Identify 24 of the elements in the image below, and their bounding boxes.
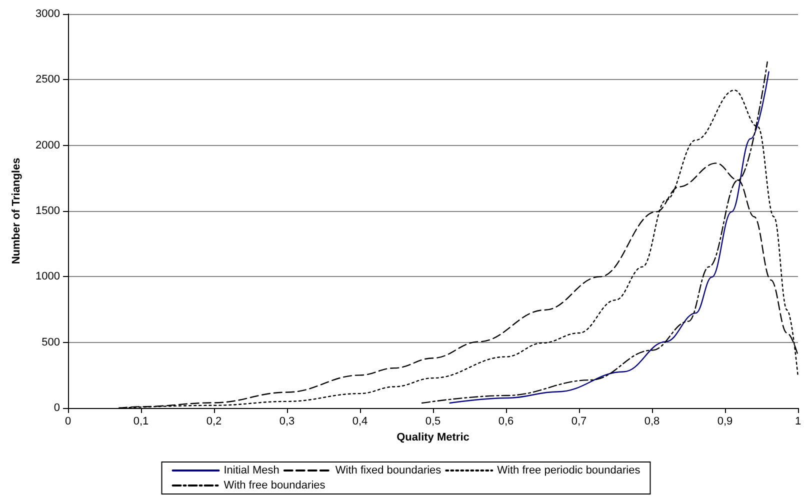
x-tick-label: 0,5 [425,416,441,428]
y-tick-label: 500 [42,336,60,348]
x-tick-label: 0,1 [133,416,149,428]
x-tick-label: 0,7 [571,416,587,428]
y-tick-label: 2500 [36,74,60,86]
x-axis-title: Quality Metric [396,432,470,444]
y-tick-label: 2000 [36,139,60,152]
legend-label: With fixed boundaries [335,464,442,476]
legend-label: With free boundaries [224,480,326,492]
x-tick-label: 0 [64,416,72,428]
y-tick-label: 0 [54,402,60,414]
legend-label: With free periodic boundaries [497,464,641,476]
y-tick-label: 1500 [36,205,60,217]
x-tick-label: 0,3 [279,416,295,428]
legend-label: Initial Mesh [224,464,280,476]
x-tick-label: 0,2 [206,416,222,428]
x-tick-label: 1 [794,416,802,428]
y-axis-title: Number of Triangles [10,158,22,264]
x-tick-label: 0,9 [717,416,733,428]
x-tick-label: 0,6 [498,416,514,428]
y-tick-label: 3000 [36,8,60,20]
x-tick-label: 0,8 [644,416,660,428]
y-tick-label: 1000 [36,270,60,283]
x-tick-label: 0,4 [352,416,368,428]
